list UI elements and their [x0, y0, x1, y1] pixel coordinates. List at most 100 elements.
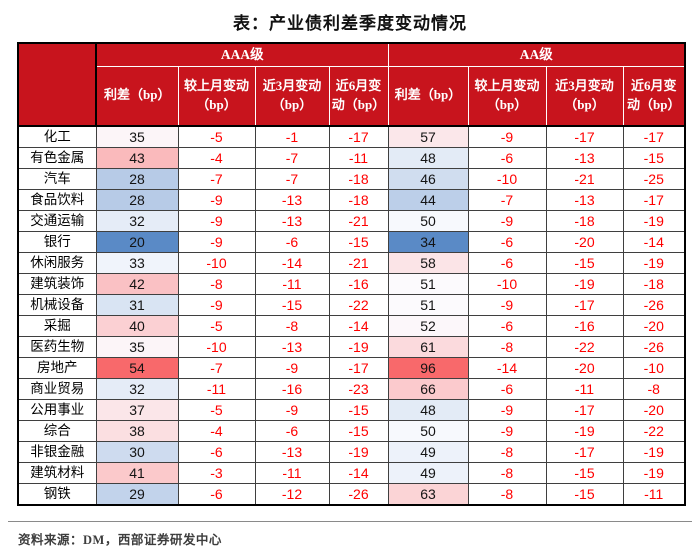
- change-cell: -17: [328, 125, 389, 148]
- spread-cell: 46: [387, 167, 469, 190]
- change-cell: -12: [254, 482, 330, 506]
- change-cell: -4: [177, 419, 256, 442]
- change-cell: -17: [622, 125, 686, 148]
- change-cell: -11: [622, 482, 686, 506]
- change-cell: -17: [545, 440, 624, 463]
- spread-cell: 43: [95, 146, 179, 169]
- change-cell: -17: [622, 188, 686, 211]
- sub-header-row: 利差（bp） 较上月变动（bp） 近3月变动（bp） 近6月变动（bp） 利差（…: [18, 65, 686, 127]
- spread-cell: 61: [387, 335, 469, 358]
- change-cell: -8: [467, 482, 547, 506]
- industry-cell: 建筑装饰: [17, 272, 97, 295]
- table-row: 综合 38 -4 -6 -15 50 -9 -19 -22: [17, 419, 686, 442]
- change-cell: -14: [328, 314, 389, 337]
- industry-cell: 医药生物: [17, 335, 97, 358]
- change-cell: -6: [467, 251, 547, 274]
- table-row: 钢铁 29 -6 -12 -26 63 -8 -15 -11: [17, 482, 686, 506]
- change-cell: -26: [328, 482, 389, 506]
- change-cell: -16: [254, 377, 330, 400]
- change-cell: -9: [177, 230, 256, 253]
- change-cell: -15: [545, 251, 624, 274]
- change-cell: -9: [177, 209, 256, 232]
- change-cell: -17: [328, 356, 389, 379]
- group-header-row: AAA级 AA级: [17, 42, 686, 127]
- spread-cell: 28: [95, 167, 179, 190]
- subheader-aaa-mom: 较上月变动（bp）: [177, 65, 256, 127]
- change-cell: -19: [622, 209, 686, 232]
- change-cell: -5: [177, 314, 256, 337]
- change-cell: -9: [467, 209, 547, 232]
- change-cell: -15: [328, 398, 389, 421]
- subheader-aa-6m: 近6月变动（bp）: [622, 65, 686, 127]
- change-cell: -16: [545, 314, 624, 337]
- change-cell: -21: [328, 209, 389, 232]
- group-header-aaa: AAA级: [95, 42, 389, 67]
- change-cell: -9: [467, 293, 547, 316]
- table-row: 交通运输 32 -9 -13 -21 50 -9 -18 -19: [17, 209, 686, 232]
- change-cell: -10: [467, 167, 547, 190]
- change-cell: -14: [467, 356, 547, 379]
- change-cell: -13: [545, 146, 624, 169]
- table-row: 非银金融 30 -6 -13 -19 49 -8 -17 -19: [17, 440, 686, 463]
- industry-cell: 机械设备: [17, 293, 97, 316]
- table-row: 机械设备 31 -9 -15 -22 51 -9 -17 -26: [17, 293, 686, 316]
- change-cell: -4: [177, 146, 256, 169]
- industry-cell: 银行: [17, 230, 97, 253]
- change-cell: -8: [467, 461, 547, 484]
- change-cell: -7: [177, 356, 256, 379]
- table-row: 银行 20 -9 -6 -15 34 -6 -20 -14: [17, 230, 686, 253]
- change-cell: -3: [177, 461, 256, 484]
- change-cell: -19: [545, 272, 624, 295]
- spread-cell: 30: [95, 440, 179, 463]
- change-cell: -9: [467, 419, 547, 442]
- change-cell: -13: [254, 440, 330, 463]
- change-cell: -9: [254, 398, 330, 421]
- spread-cell: 48: [387, 146, 469, 169]
- spread-cell: 20: [95, 230, 179, 253]
- change-cell: -17: [545, 293, 624, 316]
- change-cell: -15: [545, 482, 624, 506]
- spread-cell: 31: [95, 293, 179, 316]
- change-cell: -19: [622, 440, 686, 463]
- spread-cell: 50: [387, 419, 469, 442]
- table-header: AAA级 AA级 利差（bp） 较上月变动（bp） 近3月变动（bp） 近6月变…: [17, 42, 686, 127]
- change-cell: -5: [177, 125, 256, 148]
- change-cell: -9: [467, 125, 547, 148]
- change-cell: -14: [254, 251, 330, 274]
- spread-cell: 41: [95, 461, 179, 484]
- change-cell: -19: [622, 251, 686, 274]
- table-row: 公用事业 37 -5 -9 -15 48 -9 -17 -20: [17, 398, 686, 421]
- spread-cell: 38: [95, 419, 179, 442]
- table-body: 化工 35 -5 -1 -17 57 -9 -17 -17 有色金属 43 -4 -7 -11 48 -6 -1…: [17, 125, 686, 506]
- change-cell: -20: [545, 356, 624, 379]
- industry-cell: 食品饮料: [17, 188, 97, 211]
- table-row: 化工 35 -5 -1 -17 57 -9 -17 -17: [17, 125, 686, 148]
- change-cell: -15: [545, 461, 624, 484]
- change-cell: -20: [622, 314, 686, 337]
- change-cell: -23: [328, 377, 389, 400]
- change-cell: -18: [328, 188, 389, 211]
- subheader-aa-mom: 较上月变动（bp）: [467, 65, 547, 127]
- table-row: 采掘 40 -5 -8 -14 52 -6 -16 -20: [17, 314, 686, 337]
- spread-cell: 44: [387, 188, 469, 211]
- table-row: 食品饮料 28 -9 -13 -18 44 -7 -13 -17: [17, 188, 686, 211]
- change-cell: -15: [622, 146, 686, 169]
- spread-cell: 34: [387, 230, 469, 253]
- spread-cell: 49: [387, 440, 469, 463]
- change-cell: -25: [622, 167, 686, 190]
- industry-cell: 休闲服务: [17, 251, 97, 274]
- change-cell: -16: [328, 272, 389, 295]
- spread-cell: 28: [95, 188, 179, 211]
- table-row: 有色金属 43 -4 -7 -11 48 -6 -13 -15: [17, 146, 686, 169]
- subheader-aaa-spread: 利差（bp）: [95, 65, 179, 127]
- spread-cell: 49: [387, 461, 469, 484]
- change-cell: -6: [254, 419, 330, 442]
- change-cell: -1: [254, 125, 330, 148]
- change-cell: -18: [328, 167, 389, 190]
- change-cell: -11: [254, 461, 330, 484]
- subheader-aa-3m: 近3月变动（bp）: [545, 65, 624, 127]
- spread-cell: 32: [95, 209, 179, 232]
- change-cell: -8: [177, 272, 256, 295]
- industry-cell: 采掘: [17, 314, 97, 337]
- table-row: 房地产 54 -7 -9 -17 96 -14 -20 -10: [17, 356, 686, 379]
